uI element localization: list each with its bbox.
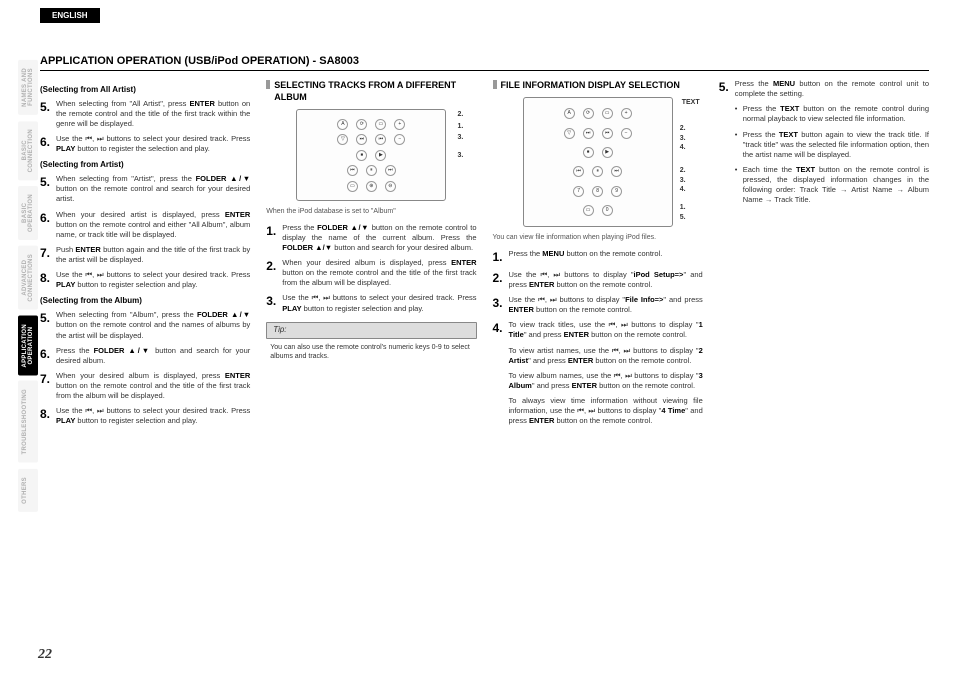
diagram-label: 1.: [458, 122, 464, 131]
column-2: SELECTING TRACKS FROM A DIFFERENT ALBUM …: [266, 79, 476, 432]
tip-label: Tip:: [266, 322, 476, 339]
step-continuation: To view artist names, use the ⏮, ⏭ butto…: [509, 346, 703, 366]
step-number: 2.: [493, 270, 503, 290]
step-number: 7.: [40, 371, 50, 401]
step-text: Use the ⏮, ⏭ buttons to select your desi…: [56, 406, 250, 426]
tab-advanced-connections[interactable]: ADVANCED CONNECTIONS: [18, 246, 38, 310]
diagram-label-list: 2. 3. 4.: [680, 124, 686, 152]
column-layout: (Selecting from All Artist) 5.When selec…: [40, 79, 929, 432]
subhead-all-artist: (Selecting from All Artist): [40, 85, 250, 96]
diagram-text-label: TEXT: [682, 98, 700, 107]
diagram-label: 5.: [680, 213, 686, 222]
step-number: 1.: [266, 223, 276, 253]
step-number: 1.: [493, 249, 503, 265]
diagram-label-list: 2. 1. 3. 3.: [458, 110, 464, 160]
diagram-label: 3.: [680, 176, 686, 185]
diagram-label: 3.: [458, 133, 464, 142]
step-text: When your desired album is displayed, pr…: [282, 258, 476, 288]
step-number: 8.: [40, 406, 50, 426]
diagram-label: 3.: [458, 151, 464, 160]
step-text: Press the MENU button on the remote cont…: [735, 79, 929, 99]
remote-diagram-1: A⟳▭+ ▽⏭⏮− ⏹▶ ⏮⏸⏭ ▭⊕⊖ 2. 1. 3. 3.: [296, 109, 446, 201]
column-4: 5. Press the MENU button on the remote co…: [719, 79, 929, 432]
heading-file-info: FILE INFORMATION DISPLAY SELECTION: [493, 79, 703, 91]
diagram-label-list: 2. 3. 4.: [680, 166, 686, 194]
step-number: 4.: [493, 320, 503, 340]
step-number: 2.: [266, 258, 276, 288]
step-number: 7.: [40, 245, 50, 265]
bullet-text: Each time the TEXT button on the remote …: [735, 165, 929, 206]
diagram-label: 1.: [680, 203, 686, 212]
step-text: When selecting from "Artist", press the …: [56, 174, 250, 204]
tab-others[interactable]: OTHERS: [18, 469, 38, 512]
column-3: FILE INFORMATION DISPLAY SELECTION A⟳▭+ …: [493, 79, 703, 432]
diagram-label-list: 1. 5.: [680, 203, 686, 222]
step-text: When selecting from "All Artist", press …: [56, 99, 250, 129]
step-text: To view track titles, use the ⏮, ⏭ butto…: [509, 320, 703, 340]
page-number: 22: [38, 647, 52, 663]
step-text: Use the ⏮, ⏭ buttons to select your desi…: [282, 293, 476, 313]
step-text: Press the MENU button on the remote cont…: [509, 249, 703, 265]
step-number: 3.: [266, 293, 276, 313]
subhead-album: (Selecting from the Album): [40, 296, 250, 307]
tab-troubleshooting[interactable]: TROUBLESHOOTING: [18, 381, 38, 463]
step-text: Press the FOLDER ▲/▼ button on the remot…: [282, 223, 476, 253]
step-text: Use the ⏮, ⏭ buttons to select your desi…: [56, 134, 250, 154]
column-1: (Selecting from All Artist) 5.When selec…: [40, 79, 250, 432]
step-continuation: To always view time information without …: [509, 396, 703, 426]
step-number: 5.: [719, 79, 729, 99]
tab-basic-operation[interactable]: BASIC OPERATION: [18, 186, 38, 240]
heading-selecting-tracks: SELECTING TRACKS FROM A DIFFERENT ALBUM: [266, 79, 476, 103]
diagram-label: 4.: [680, 143, 686, 152]
subhead-artist: (Selecting from Artist): [40, 160, 250, 171]
tab-basic-connection[interactable]: BASIC CONNECTION: [18, 121, 38, 180]
diagram-label: 4.: [680, 185, 686, 194]
step-text: Push ENTER button again and the title of…: [56, 245, 250, 265]
step-number: 6.: [40, 134, 50, 154]
diagram-caption: When the iPod database is set to "Album": [266, 207, 476, 216]
step-number: 6.: [40, 210, 50, 240]
step-text: Use the ⏮, ⏭ buttons to display "iPod Se…: [509, 270, 703, 290]
step-text: Press the FOLDER ▲/▼ button and search f…: [56, 346, 250, 366]
bullet-text: Press the TEXT button again to view the …: [735, 130, 929, 160]
step-continuation: To view album names, use the ⏮, ⏭ button…: [509, 371, 703, 391]
step-number: 5.: [40, 174, 50, 204]
step-text: When your desired album is displayed, pr…: [56, 371, 250, 401]
step-text: When your desired artist is displayed, p…: [56, 210, 250, 240]
page-content: APPLICATION OPERATION (USB/iPod OPERATIO…: [40, 55, 929, 635]
step-text: Use the ⏮, ⏭ buttons to select your desi…: [56, 270, 250, 290]
tab-application-operation[interactable]: APPLICATION OPERATION: [18, 316, 38, 376]
step-number: 8.: [40, 270, 50, 290]
bullet-text: Press the TEXT button on the remote cont…: [735, 104, 929, 124]
diagram-label: 2.: [680, 166, 686, 175]
step-text: When selecting from "Album", press the F…: [56, 310, 250, 340]
section-tabs: NAMES AND FUNCTIONS BASIC CONNECTION BAS…: [18, 60, 38, 512]
remote-diagram-2: A⟳▭+ ▽⏭⏮− ⏹▶ ⏮⏸⏭ 789 ▭0 TEXT 2. 3. 4. 2.…: [523, 97, 673, 227]
tip-text: You can also use the remote control's nu…: [270, 343, 476, 361]
language-tab: ENGLISH: [40, 8, 100, 23]
diagram-caption: You can view file information when playi…: [493, 233, 703, 242]
step-number: 6.: [40, 346, 50, 366]
step-text: Use the ⏮, ⏭ buttons to display "File In…: [509, 295, 703, 315]
diagram-label: 2.: [458, 110, 464, 119]
tab-names-functions[interactable]: NAMES AND FUNCTIONS: [18, 60, 38, 115]
step-number: 3.: [493, 295, 503, 315]
section-title: APPLICATION OPERATION (USB/iPod OPERATIO…: [40, 55, 929, 71]
diagram-label: 3.: [680, 134, 686, 143]
diagram-label: 2.: [680, 124, 686, 133]
step-number: 5.: [40, 99, 50, 129]
step-number: 5.: [40, 310, 50, 340]
